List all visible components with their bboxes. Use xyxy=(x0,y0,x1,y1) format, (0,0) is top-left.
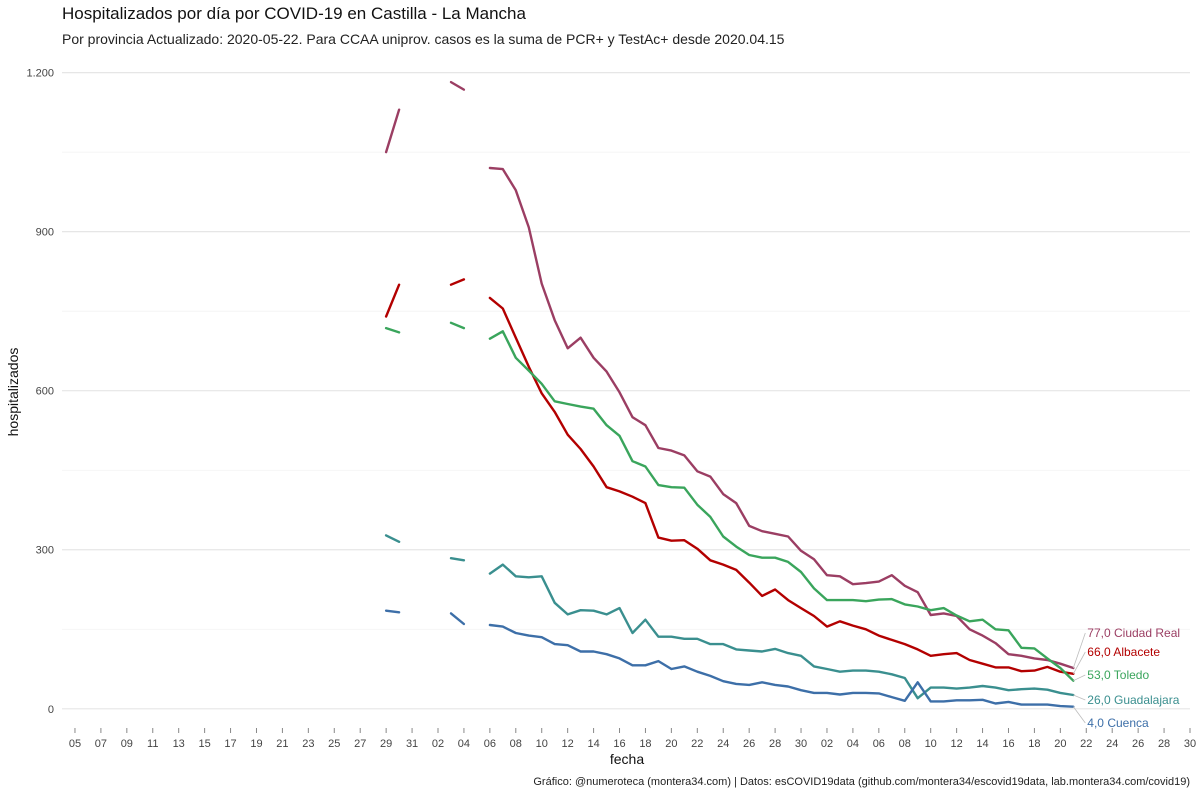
series-line-toledo xyxy=(449,321,466,330)
series-line-toledo xyxy=(384,326,401,334)
series-line-albacete xyxy=(488,296,1075,675)
x-tick-label: 26 xyxy=(1132,738,1144,750)
y-tick-label: 0 xyxy=(48,704,54,716)
x-tick-label: 28 xyxy=(769,738,781,750)
x-tick-label: 02 xyxy=(821,738,833,750)
x-tick-label: 02 xyxy=(432,738,444,750)
x-tick-label: 27 xyxy=(354,738,366,750)
x-tick-label: 20 xyxy=(665,738,677,750)
x-tick-label: 12 xyxy=(950,738,962,750)
y-tick-label: 900 xyxy=(36,227,54,239)
y-tick-label: 1.200 xyxy=(26,68,54,80)
y-axis-title: hospitalizados xyxy=(5,348,21,437)
x-tick-label: 18 xyxy=(1028,738,1040,750)
x-tick-label: 12 xyxy=(562,738,574,750)
series-line-ciudad-real xyxy=(488,166,1075,670)
x-tick-label: 10 xyxy=(536,738,548,750)
x-tick-label: 22 xyxy=(1080,738,1092,750)
series-line-guadalajara xyxy=(488,563,1075,700)
end-label-leader xyxy=(1072,706,1086,724)
chart-grid xyxy=(62,72,1190,710)
x-tick-label: 28 xyxy=(1158,738,1170,750)
x-tick-label: 15 xyxy=(198,738,210,750)
end-label-toledo: 53,0 Toledo xyxy=(1087,668,1149,682)
chart-subtitle: Por provincia Actualizado: 2020-05-22. P… xyxy=(62,31,785,47)
end-label-ciudad-real: 77,0 Ciudad Real xyxy=(1087,626,1180,640)
x-tick-label: 21 xyxy=(276,738,288,750)
x-tick-label: 16 xyxy=(1002,738,1014,750)
y-axis: 0 300 600 900 1.200 xyxy=(26,68,54,716)
series-lines xyxy=(384,80,1075,708)
x-tick-label: 04 xyxy=(847,738,859,750)
x-tick-label: 14 xyxy=(976,738,988,750)
x-axis: 05 07 09 11 13 15 17 19 21 23 25 27 29 31 02 04 06 08 10 12… xyxy=(69,728,1196,750)
end-label-leader xyxy=(1072,651,1086,674)
series-line-albacete xyxy=(384,283,401,318)
chart-caption: Gráfico: @numeroteca (montera34.com) | D… xyxy=(533,776,1190,788)
x-tick-label: 08 xyxy=(899,738,911,750)
x-tick-label: 18 xyxy=(639,738,651,750)
x-tick-label: 30 xyxy=(795,738,807,750)
end-label-albacete: 66,0 Albacete xyxy=(1087,645,1160,659)
x-axis-title: fecha xyxy=(610,751,644,767)
x-tick-label: 08 xyxy=(510,738,522,750)
series-line-cuenca xyxy=(384,609,401,614)
x-tick-label: 13 xyxy=(173,738,185,750)
chart-title: Hospitalizados por día por COVID-19 en C… xyxy=(62,4,526,23)
x-tick-label: 22 xyxy=(691,738,703,750)
x-tick-label: 19 xyxy=(250,738,262,750)
x-tick-label: 09 xyxy=(121,738,133,750)
x-tick-label: 20 xyxy=(1054,738,1066,750)
x-tick-label: 10 xyxy=(925,738,937,750)
x-tick-label: 16 xyxy=(613,738,625,750)
x-tick-label: 26 xyxy=(743,738,755,750)
y-tick-label: 300 xyxy=(36,545,54,557)
x-tick-label: 06 xyxy=(873,738,885,750)
x-tick-label: 14 xyxy=(587,738,599,750)
x-tick-label: 05 xyxy=(69,738,81,750)
x-tick-label: 04 xyxy=(458,738,470,750)
x-tick-label: 24 xyxy=(717,738,729,750)
series-line-guadalajara xyxy=(449,557,466,562)
x-tick-label: 29 xyxy=(380,738,392,750)
x-tick-label: 17 xyxy=(224,738,236,750)
end-labels: 77,0 Ciudad Real 66,0 Albacete 53,0 Toledo… xyxy=(1072,626,1180,730)
end-label-leader xyxy=(1073,694,1086,701)
x-tick-label: 30 xyxy=(1184,738,1196,750)
series-line-toledo xyxy=(488,330,1075,682)
x-tick-label: 25 xyxy=(328,738,340,750)
x-tick-label: 07 xyxy=(95,738,107,750)
x-tick-label: 31 xyxy=(406,738,418,750)
end-label-cuenca: 4,0 Cuenca xyxy=(1087,716,1149,730)
end-label-leader xyxy=(1072,632,1086,669)
x-tick-label: 23 xyxy=(302,738,314,750)
y-tick-label: 600 xyxy=(36,386,54,398)
series-line-cuenca xyxy=(449,612,466,626)
series-line-cuenca xyxy=(488,623,1075,708)
end-label-guadalajara: 26,0 Guadalajara xyxy=(1087,693,1179,707)
end-label-leader xyxy=(1073,674,1086,682)
x-tick-label: 06 xyxy=(484,738,496,750)
x-tick-label: 11 xyxy=(147,738,158,750)
x-tick-label: 24 xyxy=(1106,738,1118,750)
series-line-guadalajara xyxy=(384,534,401,543)
series-line-ciudad-real xyxy=(384,108,401,154)
series-line-ciudad-real xyxy=(449,80,466,91)
series-line-albacete xyxy=(449,278,466,286)
